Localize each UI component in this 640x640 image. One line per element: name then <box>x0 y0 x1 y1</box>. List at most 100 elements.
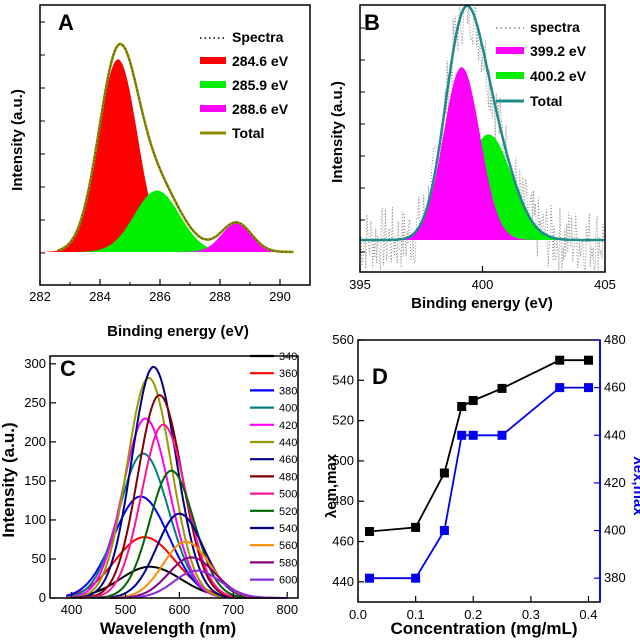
panel-c: 400 500 600 700 800 0 50 100 150 200 250 300 C Wave… <box>0 351 299 638</box>
data-point-em-2 <box>439 468 449 478</box>
y2-tick-label-400: 400 <box>604 523 626 538</box>
legend-label-3: 288.6 eV <box>232 101 289 117</box>
x-tick-label-500: 500 <box>115 602 137 617</box>
legend-label-360: 360 <box>279 368 297 380</box>
legend-label-600: 600 <box>279 575 297 587</box>
x-tick-label-405: 405 <box>594 277 616 292</box>
data-point-em-5 <box>497 383 507 393</box>
panel-c-axes: 400 500 600 700 800 0 50 100 150 200 250 300 <box>24 355 299 617</box>
panel-a: 282 284 286 288 290 A Binding energy (eV) In… <box>9 4 311 340</box>
legend-label-1: 284.6 eV <box>232 53 289 69</box>
panel-b: 395 400 405 B Binding energy (eV) Intensit… <box>329 4 616 312</box>
y-tick-label-540: 540 <box>332 372 354 387</box>
panel-c-ylabel: Intensity (a.u.) <box>0 422 18 537</box>
legend-label-400: 400 <box>279 403 297 415</box>
component-peak-1 <box>40 190 295 252</box>
x-tick-label-288: 288 <box>209 289 231 304</box>
panel-c-legend: 340 360 380 400 420 440 460 480 500 520 540 560 580 6… <box>250 351 297 587</box>
panel-b-axes: 395 400 405 <box>349 4 616 292</box>
y-tick-label-520: 520 <box>332 413 354 428</box>
data-point-ex-5 <box>497 430 507 440</box>
data-point-ex-7 <box>584 383 593 393</box>
panel-b-ylabel: Intensity (a.u.) <box>329 81 346 183</box>
legend-label-420: 420 <box>279 420 297 432</box>
emission-curve-440 <box>67 376 241 599</box>
plot-frame <box>49 355 299 599</box>
x-tick-label-0.4: 0.4 <box>579 607 597 622</box>
x-tick-label-282: 282 <box>29 289 51 304</box>
legend-label-380: 380 <box>279 385 297 397</box>
x-tick-label-286: 286 <box>149 289 171 304</box>
panel-d: 0.0 0.1 0.2 0.3 0.4 440 460 480 500 520 540 560 380 4… <box>323 332 640 638</box>
legend-label-460: 460 <box>279 454 297 466</box>
panel-d-plot-area <box>365 355 593 583</box>
panel-d-letter: D <box>372 364 388 389</box>
series-line-em <box>369 359 589 533</box>
panel-a-xlabel: Binding energy (eV) <box>107 323 249 340</box>
y-tick-label-100: 100 <box>24 512 46 527</box>
x-tick-label-0.3: 0.3 <box>522 607 540 622</box>
y2-tick-label-480: 480 <box>604 332 626 347</box>
y-tick-label-500: 500 <box>332 453 354 468</box>
y-tick-label-50: 50 <box>32 551 46 566</box>
y-tick-label-150: 150 <box>24 473 46 488</box>
legend-label-3: Total <box>530 93 562 109</box>
legend-label-520: 520 <box>279 506 297 518</box>
legend-label-440: 440 <box>279 437 297 449</box>
spectra-dots <box>359 6 605 271</box>
legend-swatch-2 <box>496 72 524 79</box>
x-tick-label-290: 290 <box>269 289 291 304</box>
panel-a-axes: 282 284 286 288 290 <box>29 4 311 304</box>
panel-d-ylabel: λem,max <box>323 453 340 518</box>
y-tick-label-300: 300 <box>24 356 46 371</box>
y-tick-label-200: 200 <box>24 434 46 449</box>
x-tick-label-400: 400 <box>61 602 83 617</box>
y2-tick-label-380: 380 <box>604 570 626 585</box>
component-peak-2 <box>40 223 295 252</box>
x-tick-label-395: 395 <box>349 277 371 292</box>
x-tick-label-0.1: 0.1 <box>407 607 425 622</box>
panel-a-letter: A <box>58 10 74 35</box>
y2-tick-label-440: 440 <box>604 427 626 442</box>
panel-a-plot-area <box>40 42 295 254</box>
y-tick-label-460: 460 <box>332 534 354 549</box>
series-line-ex <box>369 386 589 580</box>
x-tick-label-700: 700 <box>222 602 244 617</box>
legend-label-480: 480 <box>279 471 297 483</box>
data-point-em-7 <box>584 355 593 365</box>
legend-label-340: 340 <box>279 351 297 363</box>
legend-label-560: 560 <box>279 540 297 552</box>
data-point-ex-0 <box>365 573 374 583</box>
total-envelope-line <box>360 4 604 242</box>
x-tick-label-400: 400 <box>472 277 494 292</box>
x-tick-label-0.2: 0.2 <box>464 607 482 622</box>
data-point-ex-4 <box>468 430 478 440</box>
legend-label-540: 540 <box>279 523 297 535</box>
legend-swatch-2 <box>200 81 226 88</box>
y-tick-label-560: 560 <box>332 332 354 347</box>
legend-label-500: 500 <box>279 489 297 501</box>
emission-curve-480 <box>78 393 252 599</box>
data-point-ex-1 <box>411 573 421 583</box>
y-tick-label-480: 480 <box>332 493 354 508</box>
x-tick-label-284: 284 <box>89 289 111 304</box>
y-tick-label-440: 440 <box>332 574 354 589</box>
x-tick-label-0.0: 0.0 <box>349 607 367 622</box>
emission-curve-600 <box>115 569 288 599</box>
panel-c-letter: C <box>60 356 76 381</box>
y-tick-label-250: 250 <box>24 395 46 410</box>
legend-swatch-3 <box>200 105 226 112</box>
emission-curve-420 <box>66 417 237 599</box>
legend-label-2: 285.9 eV <box>232 77 289 93</box>
data-point-ex-2 <box>439 526 449 535</box>
x-tick-label-600: 600 <box>169 602 191 617</box>
data-point-em-4 <box>468 396 478 405</box>
panel-a-ylabel: Intensity (a.u.) <box>9 89 26 191</box>
plot-frame <box>39 4 311 286</box>
data-point-em-0 <box>365 527 374 536</box>
panel-c-plot-area <box>66 365 288 599</box>
y2-tick-label-420: 420 <box>604 475 626 490</box>
y2-tick-label-460: 460 <box>604 380 626 395</box>
panel-d-y2label: λex,max <box>630 456 640 516</box>
panel-b-letter: B <box>364 10 380 35</box>
